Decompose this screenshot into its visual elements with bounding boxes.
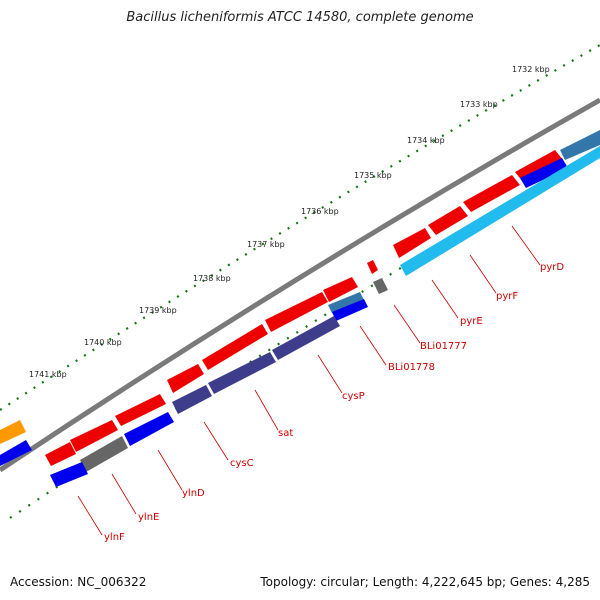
gene-label[interactable]: ylnE xyxy=(138,512,159,523)
gene-label[interactable]: BLi01778 xyxy=(388,362,435,373)
leader-line xyxy=(511,225,541,266)
gene-labels: pyrD pyrF pyrE BLi01777 BLi01778 cysP sa… xyxy=(104,262,564,543)
tick-label: 1732 kbp xyxy=(512,65,550,74)
tick-label: 1738 kbp xyxy=(193,274,231,283)
gene-label[interactable]: ylnD xyxy=(182,488,205,499)
tick-track xyxy=(0,44,600,411)
gene-arrow[interactable] xyxy=(463,175,520,212)
gene-arrow[interactable] xyxy=(70,420,118,452)
tick-label: 1736 kbp xyxy=(301,207,339,216)
tick-labels: 1732 kbp 1733 kbp 1734 kbp 1735 kbp 1736… xyxy=(29,65,550,379)
gene-arrow[interactable] xyxy=(50,462,88,487)
gene-arrow[interactable] xyxy=(45,442,76,466)
forward-strand-track xyxy=(0,150,563,466)
leader-line xyxy=(431,279,459,319)
gene-arrow[interactable] xyxy=(202,324,268,370)
gene-arrow[interactable] xyxy=(400,146,600,276)
tick-label: 1741 kbp xyxy=(29,370,67,379)
leader-line xyxy=(77,495,103,536)
leader-line xyxy=(393,304,421,344)
gene-arrow[interactable] xyxy=(367,260,378,274)
gene-arrow[interactable] xyxy=(560,130,600,160)
tick-label: 1740 kbp xyxy=(84,338,122,347)
gene-label[interactable]: ylnF xyxy=(104,532,125,543)
leader-line xyxy=(254,389,279,431)
gene-arrow[interactable] xyxy=(515,150,563,182)
gene-arrow[interactable] xyxy=(265,292,328,332)
leader-line xyxy=(111,473,137,515)
gene-label[interactable]: cysP xyxy=(342,391,365,402)
gene-arrow[interactable] xyxy=(80,436,128,472)
gene-arrow[interactable] xyxy=(172,385,212,414)
leader-line xyxy=(359,325,387,366)
gene-arrow[interactable] xyxy=(332,299,368,321)
gene-arrow[interactable] xyxy=(373,278,388,294)
gene-arrow[interactable] xyxy=(328,292,364,313)
tick-label: 1735 kbp xyxy=(354,171,392,180)
gene-arrow[interactable] xyxy=(428,206,468,235)
tick-label: 1734 kbp xyxy=(407,136,445,145)
leader-line xyxy=(469,254,497,294)
genome-backbone xyxy=(0,97,600,473)
gene-label[interactable]: cysC xyxy=(230,458,254,469)
topology-text: Topology: circular; Length: 4,222,645 bp… xyxy=(260,575,590,589)
gene-arrow[interactable] xyxy=(393,228,431,258)
gene-arrow[interactable] xyxy=(208,352,276,394)
gene-leaders xyxy=(77,225,541,536)
tick-label: 1739 kbp xyxy=(139,306,177,315)
gene-label[interactable]: pyrF xyxy=(496,291,518,302)
leader-line xyxy=(203,421,229,461)
gene-arrow[interactable] xyxy=(520,158,568,188)
reverse-strand-track xyxy=(0,130,600,487)
gene-label[interactable]: pyrD xyxy=(540,262,564,273)
map-title: Bacillus licheniformis ATCC 14580, compl… xyxy=(126,10,474,25)
accession-text: Accession: NC_006322 xyxy=(10,575,147,589)
gene-label[interactable]: sat xyxy=(278,428,293,439)
leader-line xyxy=(317,354,343,394)
gene-arrow[interactable] xyxy=(115,394,166,426)
gene-arrow[interactable] xyxy=(124,412,174,446)
gene-label[interactable]: pyrE xyxy=(460,316,483,327)
gene-arrow[interactable] xyxy=(0,420,26,444)
gene-arrow[interactable] xyxy=(272,316,340,360)
gene-arrow[interactable] xyxy=(167,364,204,393)
gene-arrow[interactable] xyxy=(323,277,358,302)
tick-label: 1733 kbp xyxy=(460,100,498,109)
leader-line xyxy=(157,449,183,491)
tick-label: 1737 kbp xyxy=(247,240,285,249)
gene-arrow[interactable] xyxy=(0,440,32,466)
gene-label[interactable]: BLi01777 xyxy=(420,341,467,352)
